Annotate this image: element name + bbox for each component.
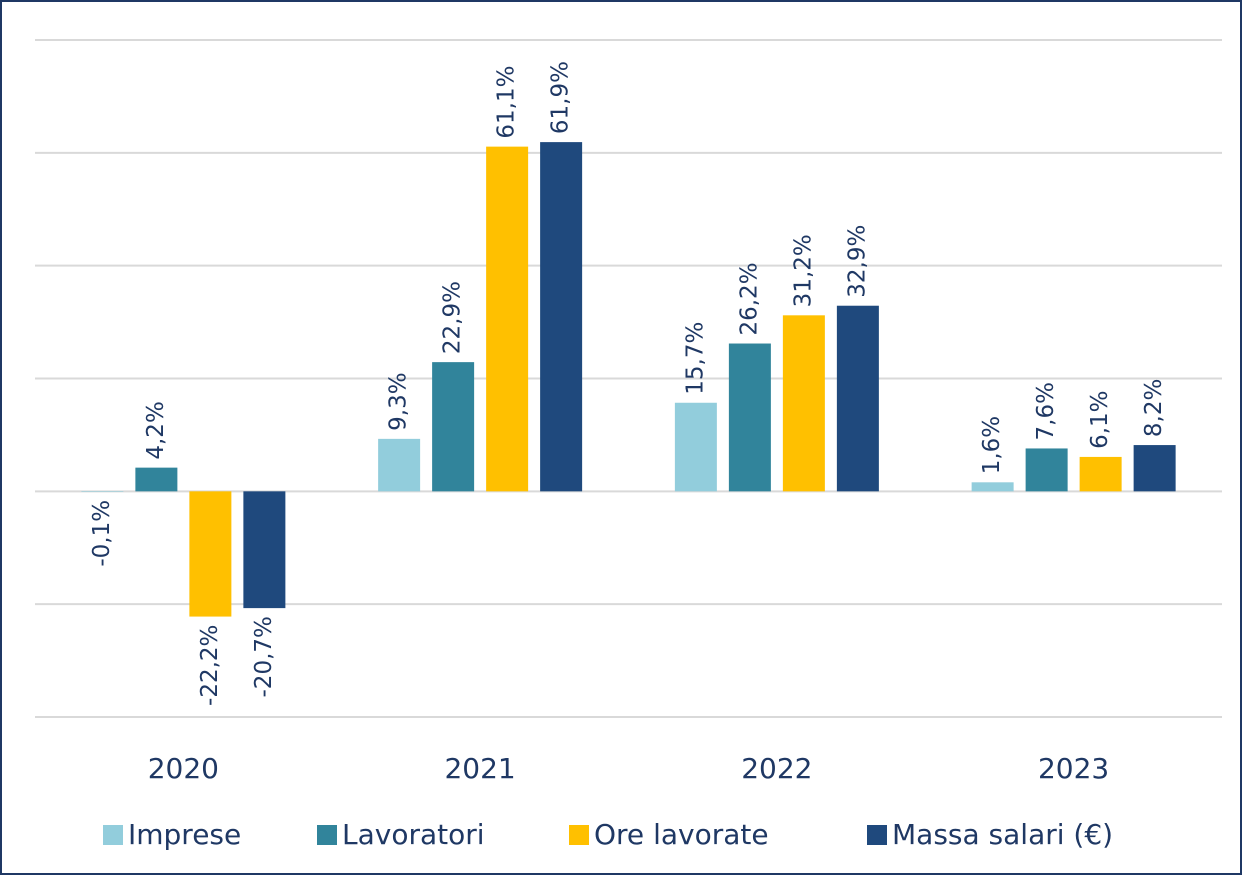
legend-label: Imprese <box>128 818 241 851</box>
value-label: 31,2% <box>790 234 816 307</box>
value-label: 1,6% <box>979 416 1005 474</box>
x-tick-label: 2023 <box>1038 752 1109 785</box>
bar <box>836 305 879 492</box>
value-label: 6,1% <box>1087 390 1113 448</box>
bar <box>1025 448 1068 492</box>
value-label: -22,2% <box>197 625 223 706</box>
value-label: 9,3% <box>386 372 412 430</box>
x-tick-label: 2021 <box>444 752 515 785</box>
legend-label: Massa salari (€) <box>892 818 1113 851</box>
value-label: 22,9% <box>440 281 466 354</box>
value-label: 7,6% <box>1033 382 1059 440</box>
legend-swatch <box>569 825 589 845</box>
bar <box>1133 445 1176 492</box>
bar <box>674 402 717 492</box>
value-label: 4,2% <box>143 401 169 459</box>
legend-label: Ore lavorate <box>594 818 769 851</box>
bar <box>243 491 286 609</box>
value-label: 26,2% <box>736 262 762 335</box>
bar <box>728 343 771 492</box>
value-label: 15,7% <box>682 322 708 395</box>
legend-label: Lavoratori <box>342 818 485 851</box>
bar <box>971 482 1014 492</box>
bar <box>540 142 583 492</box>
bar <box>189 491 232 617</box>
legend-swatch <box>317 825 337 845</box>
bar <box>135 467 178 492</box>
value-label: -20,7% <box>251 616 277 697</box>
legend-swatch <box>867 825 887 845</box>
value-label: 61,1% <box>494 66 520 139</box>
bar <box>81 491 124 492</box>
bar <box>486 146 529 492</box>
value-label: 32,9% <box>844 225 870 298</box>
x-tick-label: 2022 <box>741 752 812 785</box>
bar <box>432 362 475 492</box>
bar <box>782 315 825 492</box>
value-label: 61,9% <box>548 61 574 134</box>
value-label: -0,1% <box>89 500 115 567</box>
legend-swatch <box>103 825 123 845</box>
bar <box>378 438 421 492</box>
value-label: 8,2% <box>1141 379 1167 437</box>
bar <box>1079 456 1122 492</box>
x-tick-label: 2020 <box>148 752 219 785</box>
